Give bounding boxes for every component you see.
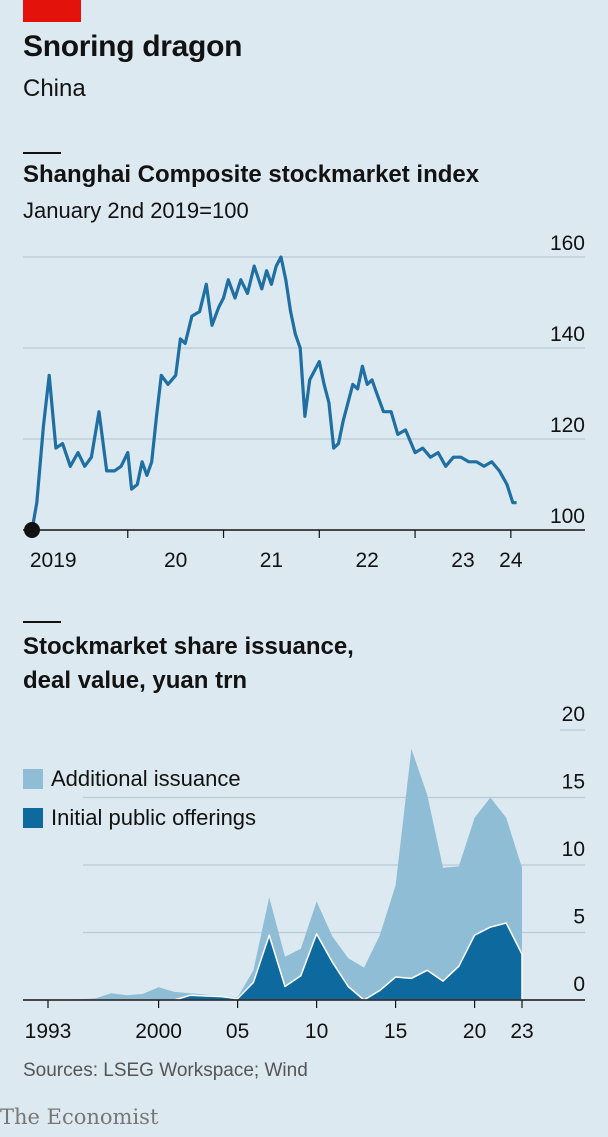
legend-ipo-label: Initial public offerings [51, 805, 257, 830]
chart1-title: Shanghai Composite stockmarket index [23, 161, 480, 188]
legend-ipo-swatch [23, 808, 43, 828]
x-tick-label: 24 [499, 549, 523, 572]
x-tick-label: 10 [305, 1020, 328, 1043]
x-tick-label: 1993 [25, 1020, 72, 1043]
legend-additional-label: Additional issuance [51, 766, 241, 791]
brand-accent-bar [23, 0, 81, 22]
page-title: Snoring dragon [23, 30, 243, 63]
y-tick-label: 15 [562, 771, 585, 794]
legend-ipo: Initial public offerings [23, 805, 256, 831]
y-tick-label: 0 [573, 973, 585, 996]
chart1-rule [23, 152, 61, 154]
x-tick-label: 2000 [135, 1020, 182, 1043]
legend-additional: Additional issuance [23, 766, 241, 792]
chart2-rule [23, 621, 61, 623]
chart1-subtitle: January 2nd 2019=100 [23, 198, 249, 223]
x-tick-label: 15 [384, 1020, 407, 1043]
x-tick-label: 22 [356, 549, 379, 572]
y-tick-label: 160 [550, 232, 585, 255]
index-series-line [30, 255, 517, 531]
index-line-chart: 100 120 140 160 2019 20 21 22 23 24 [23, 232, 585, 572]
y-tick-label: 100 [550, 505, 585, 528]
x-tick-label: 23 [451, 549, 474, 572]
x-tick-label: 21 [260, 549, 283, 572]
y-tick-label: 5 [573, 906, 585, 929]
page-subtitle: China [23, 75, 86, 102]
x-tick-label: 20 [164, 549, 187, 572]
y-tick-label: 20 [562, 703, 585, 726]
legend-additional-swatch [23, 769, 43, 789]
y-tick-label: 10 [562, 838, 585, 861]
start-point-marker [24, 522, 40, 538]
additional-issuance-area [48, 748, 522, 1000]
brand-logo: The Economist [0, 1105, 159, 1129]
x-tick-label: 05 [226, 1020, 249, 1043]
x-tick-label: 20 [463, 1020, 486, 1043]
source-note: Sources: LSEG Workspace; Wind [23, 1060, 308, 1081]
chart2-title: Stockmarket share issuance, deal value, … [23, 633, 354, 694]
y-tick-label: 140 [550, 323, 585, 346]
y-tick-label: 120 [550, 414, 585, 437]
x-tick-label: 2019 [30, 549, 77, 572]
x-tick-label: 23 [510, 1020, 533, 1043]
